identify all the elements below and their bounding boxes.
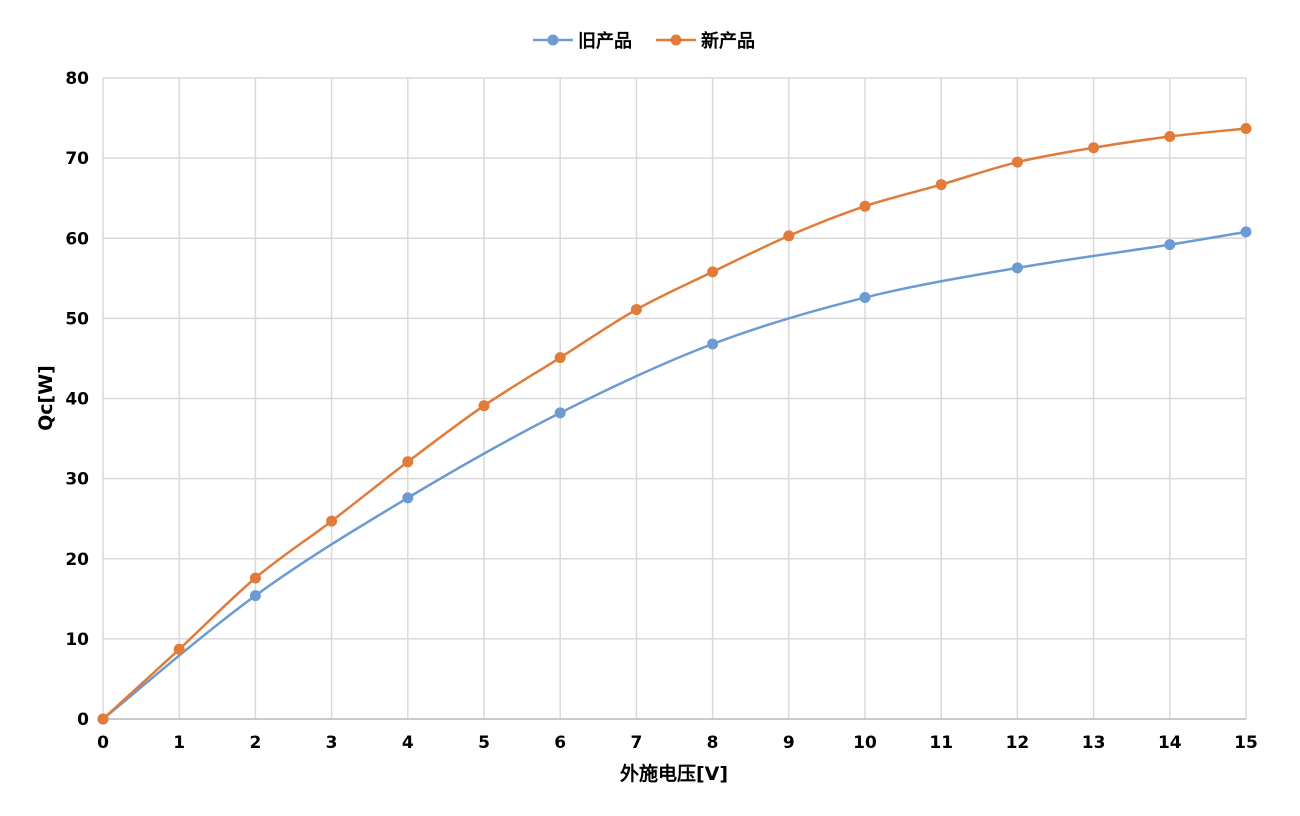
series-line-新产品	[102, 127, 1247, 720]
x-tick-label: 7	[630, 733, 642, 753]
data-point	[402, 492, 414, 504]
data-point	[1240, 226, 1252, 238]
x-tick-label: 11	[929, 733, 953, 753]
x-axis-label: 外施电压[V]	[620, 762, 728, 785]
x-tick-label: 13	[1082, 733, 1106, 753]
y-tick-label: 50	[65, 309, 89, 329]
y-tick-label: 30	[65, 470, 89, 490]
y-tick-label: 40	[65, 390, 89, 410]
data-point	[249, 572, 261, 584]
series-line-旧产品	[102, 230, 1247, 720]
x-tick-label: 1	[173, 733, 185, 753]
x-tick-label: 2	[249, 733, 261, 753]
data-point	[935, 179, 947, 191]
data-point	[707, 266, 719, 278]
legend-marker-icon	[547, 34, 559, 46]
y-tick-label: 20	[65, 550, 89, 570]
data-point	[97, 713, 109, 725]
y-tick-label: 80	[65, 69, 89, 89]
legend: 旧产品 新产品	[533, 30, 755, 52]
series-group	[97, 122, 1252, 725]
data-point	[707, 338, 719, 350]
data-point	[1164, 130, 1176, 142]
x-tick-label: 6	[554, 733, 566, 753]
x-tick-label: 3	[326, 733, 338, 753]
y-axis-label: Qc[W]	[35, 365, 57, 431]
x-tick-label: 15	[1234, 733, 1258, 753]
y-tick-label: 60	[65, 229, 89, 249]
data-point	[1088, 142, 1100, 154]
x-tick-label: 5	[478, 733, 490, 753]
x-tick-label: 0	[97, 733, 109, 753]
data-point	[554, 352, 566, 364]
data-point	[173, 643, 185, 655]
data-point	[1011, 156, 1023, 168]
data-point	[859, 200, 871, 212]
legend-marker-icon	[670, 34, 682, 46]
data-point	[249, 590, 261, 602]
data-point	[554, 407, 566, 419]
data-point	[402, 456, 414, 468]
x-tick-label: 8	[707, 733, 719, 753]
data-point	[1240, 122, 1252, 134]
y-tick-label: 10	[65, 630, 89, 650]
data-point	[1164, 239, 1176, 251]
legend-label: 新产品	[701, 30, 755, 52]
x-tick-label: 14	[1158, 733, 1182, 753]
y-tick-label: 0	[77, 710, 89, 730]
data-point	[478, 400, 490, 412]
data-point	[859, 292, 871, 304]
x-tick-label: 4	[402, 733, 414, 753]
y-tick-label: 70	[65, 149, 89, 169]
x-tick-label: 10	[853, 733, 877, 753]
x-tick-label: 9	[783, 733, 795, 753]
legend-label: 旧产品	[578, 30, 632, 52]
x-tick-label: 12	[1006, 733, 1030, 753]
data-point	[783, 230, 795, 242]
data-point	[630, 304, 642, 316]
data-point	[326, 515, 338, 527]
data-point	[1011, 262, 1023, 274]
grid	[102, 77, 1247, 720]
